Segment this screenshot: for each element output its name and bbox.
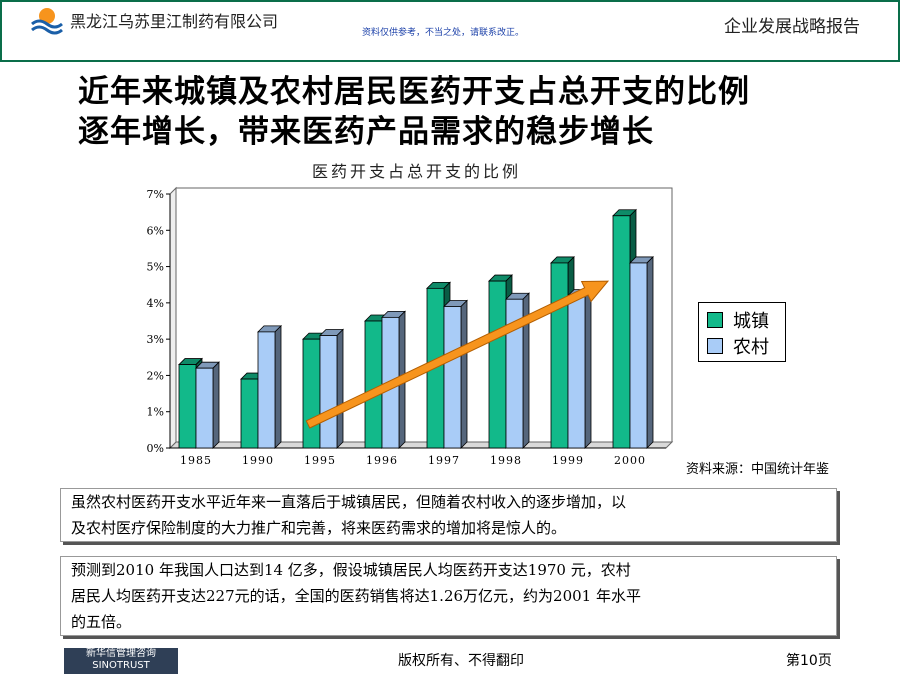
x-tick-label: 1995 bbox=[304, 454, 336, 467]
bar-urban bbox=[488, 280, 507, 449]
forecast-line-3: 的五倍。 bbox=[71, 613, 132, 631]
bar-urban bbox=[302, 338, 321, 449]
company-name: 黑龙江乌苏里江制药有限公司 bbox=[70, 12, 279, 31]
consultancy-logo-cn: 新华信管理咨询 bbox=[86, 648, 156, 659]
company-logo-icon bbox=[31, 8, 63, 35]
bar-rural bbox=[257, 331, 276, 449]
bar-urban bbox=[364, 320, 383, 449]
y-tick-label: 6% bbox=[147, 224, 164, 237]
forecast-line-1: 预测到2010 年我国人口达到14 亿多，假设城镇居民人均医药开支达1970 元… bbox=[71, 561, 631, 579]
x-tick-label: 1990 bbox=[242, 454, 274, 467]
header-divider bbox=[0, 60, 900, 62]
x-tick-label: 2000 bbox=[614, 454, 646, 467]
y-tick-label: 4% bbox=[147, 297, 164, 310]
bar-urban bbox=[178, 364, 197, 449]
forecast-box: 预测到2010 年我国人口达到14 亿多，假设城镇居民人均医药开支达1970 元… bbox=[60, 556, 837, 636]
chart-back-wall bbox=[175, 187, 673, 443]
page-number: 第10页 bbox=[786, 653, 832, 669]
legend-item-rural: 农村 bbox=[707, 336, 769, 358]
legend-label-rural: 农村 bbox=[733, 337, 769, 358]
y-tick-label: 1% bbox=[147, 406, 164, 419]
bar-rural-side bbox=[212, 361, 220, 449]
bar-rural bbox=[505, 298, 524, 449]
legend-swatch-urban bbox=[707, 312, 723, 328]
page-headline: 近年来城镇及农村居民医药开支占总开支的比例 逐年增长，带来医药产品需求的稳步增长 bbox=[78, 72, 750, 152]
report-title: 企业发展战略报告 bbox=[724, 17, 860, 37]
x-tick-label: 1997 bbox=[428, 454, 460, 467]
bar-rural bbox=[629, 262, 648, 449]
x-tick-label: 1985 bbox=[180, 454, 212, 467]
chart-legend: 城镇 农村 bbox=[698, 302, 786, 362]
bar-rural-side bbox=[460, 299, 468, 449]
legend-item-urban: 城镇 bbox=[707, 310, 769, 332]
y-tick-label: 2% bbox=[147, 369, 164, 382]
analysis-line-2: 及农村医疗保险制度的大力推广和完善，将来医药需求的增加将是惊人的。 bbox=[71, 519, 567, 537]
forecast-line-2: 居民人均医药开支达227元的话，全国的医药销售将达1.26万亿元，约为2001 … bbox=[71, 587, 641, 605]
bar-rural bbox=[567, 295, 586, 449]
data-source: 资料来源：中国统计年鉴 bbox=[686, 462, 830, 477]
legend-swatch-rural bbox=[707, 338, 723, 354]
bar-urban bbox=[240, 378, 259, 449]
y-tick-label: 5% bbox=[147, 261, 164, 274]
headline-line-1: 近年来城镇及农村居民医药开支占总开支的比例 bbox=[78, 74, 750, 110]
consultancy-logo-en: SINOTRUST bbox=[92, 660, 150, 671]
disclaimer-note: 资料仅供参考，不当之处，请联系改正。 bbox=[362, 28, 525, 38]
y-tick-label: 0% bbox=[147, 442, 164, 455]
x-tick-label: 1998 bbox=[490, 454, 522, 467]
bar-chart: 0% 1% 2% 3% 4% 5% 6% 7% 1985 1990 1995 1996 1997 1998… bbox=[147, 186, 674, 467]
analysis-line-1: 虽然农村医药开支水平近年来一直落后于城镇居民，但随着农村收入的逐步增加，以 bbox=[71, 493, 627, 511]
trend-arrow-icon bbox=[305, 280, 610, 429]
y-tick-label: 3% bbox=[147, 333, 164, 346]
chart-side-wall bbox=[169, 186, 177, 450]
x-tick-label: 1996 bbox=[366, 454, 398, 467]
bar-rural-side bbox=[336, 328, 344, 449]
bar-rural bbox=[319, 335, 338, 449]
bar-rural bbox=[443, 306, 462, 449]
legend-label-urban: 城镇 bbox=[733, 311, 769, 332]
x-tick-label: 1999 bbox=[552, 454, 584, 467]
bar-urban bbox=[612, 215, 631, 449]
bar-rural-side bbox=[584, 288, 592, 449]
bar-rural-side bbox=[646, 255, 654, 449]
chart-title: 医药开支占总开支的比例 bbox=[312, 162, 522, 181]
bar-urban bbox=[550, 262, 569, 449]
header-frame bbox=[0, 0, 900, 62]
y-tick-label: 7% bbox=[147, 188, 164, 201]
headline-line-2: 逐年增长，带来医药产品需求的稳步增长 bbox=[78, 114, 654, 150]
copyright-text: 版权所有、不得翻印 bbox=[398, 653, 524, 669]
analysis-box: 虽然农村医药开支水平近年来一直落后于城镇居民，但随着农村收入的逐步增加，以 及农… bbox=[60, 488, 837, 542]
consultancy-logo: 新华信管理咨询 SINOTRUST bbox=[64, 648, 178, 674]
bar-rural bbox=[195, 367, 214, 449]
bar-rural-side bbox=[274, 324, 282, 449]
